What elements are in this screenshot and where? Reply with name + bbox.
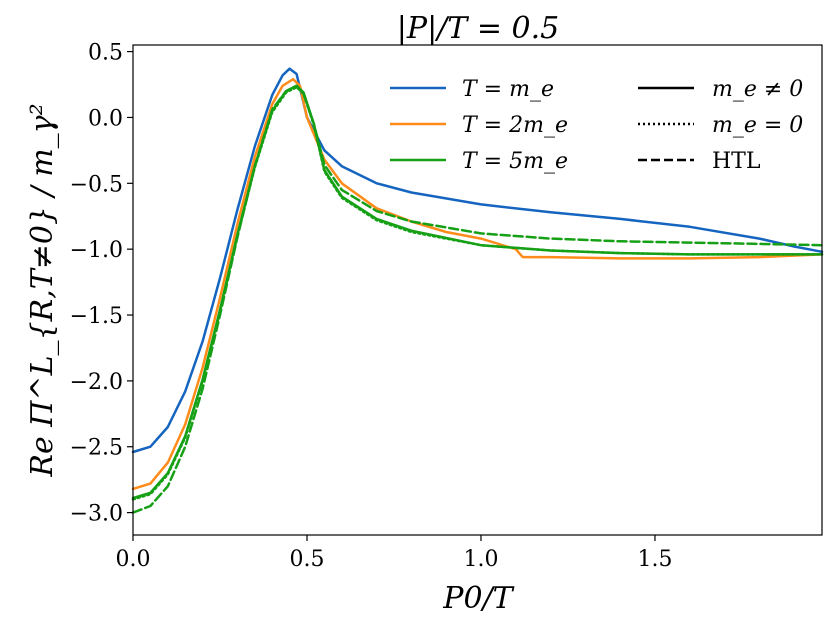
legend-entry-me-zero: m_e = 0 — [638, 113, 803, 138]
y-axis-label: Re Π^L_{R,T≠0} / m_γ² — [25, 103, 60, 477]
chart-title: |P|/T = 0.5 — [397, 11, 559, 46]
x-tick-label: 0.5 — [289, 547, 324, 572]
x-axis-label: P0/T — [442, 581, 514, 616]
legend-entry-T-2me: T = 2m_e — [390, 113, 568, 138]
y-tick-label: −1.5 — [70, 304, 123, 329]
series-line-2 — [131, 84, 824, 500]
legend-label-T-5me: T = 5m_e — [462, 149, 568, 174]
x-tick-label: 0.0 — [116, 547, 151, 572]
legend-label-T-me: T = m_e — [462, 77, 554, 102]
plot-frame — [132, 44, 823, 536]
legend-label-T-2me: T = 2m_e — [462, 113, 568, 138]
y-tick-label: −1.0 — [70, 238, 123, 263]
x-tick-label: 1.5 — [637, 547, 672, 572]
legend-label-me-zero: m_e = 0 — [712, 113, 803, 138]
x-tick-label: 1.0 — [463, 547, 498, 572]
legend-label-me-nonzero: m_e ≠ 0 — [712, 77, 803, 102]
y-tick-label: −2.5 — [70, 436, 123, 461]
legend-entry-T-5me: T = 5m_e — [390, 149, 568, 174]
series-layer — [131, 67, 824, 514]
legend: T = m_e T = 2m_e T = 5m_e m_e ≠ 0 m_e = … — [390, 77, 803, 174]
y-tick-label: −0.5 — [70, 172, 123, 197]
y-tick-label: −2.0 — [70, 370, 123, 395]
y-tick-label: 0.0 — [88, 106, 123, 131]
x-axis: 0.0 0.5 1.0 1.5 — [116, 535, 672, 572]
series-line-4 — [131, 84, 824, 514]
legend-label-htl: HTL — [712, 149, 761, 174]
y-tick-label: 0.5 — [88, 41, 123, 66]
legend-entry-me-nonzero: m_e ≠ 0 — [638, 77, 803, 102]
y-axis: 0.5 0.0 −0.5 −1.0 −1.5 −2.0 −2.5 −3.0 — [70, 41, 133, 527]
y-tick-label: −3.0 — [70, 502, 123, 527]
legend-entry-htl: HTL — [638, 149, 761, 174]
series-line-1 — [131, 77, 824, 491]
legend-entry-T-me: T = m_e — [390, 77, 554, 102]
